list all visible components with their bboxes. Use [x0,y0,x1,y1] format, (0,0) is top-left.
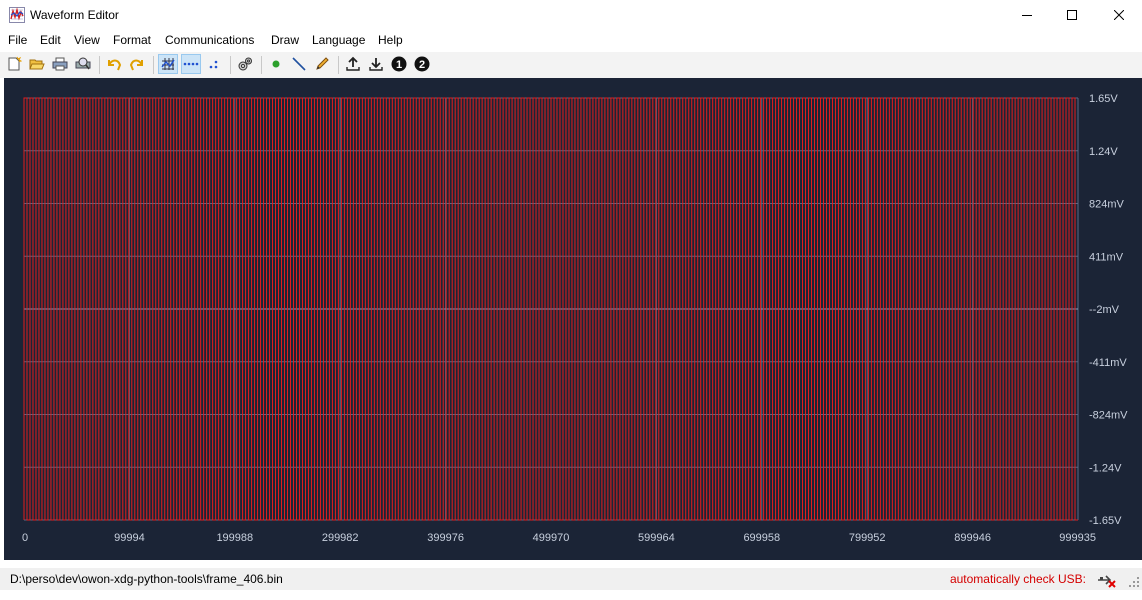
channel-2-icon: 2 [414,56,430,72]
channel-2-button[interactable]: 2 [412,54,432,74]
x-tick-label: 399976 [427,532,464,544]
y-tick-label: 824mV [1089,199,1125,211]
maximize-button[interactable] [1049,0,1095,30]
menu-communications[interactable]: Communications [165,33,255,47]
menu-format[interactable]: Format [113,33,152,47]
menu-view[interactable]: View [74,33,100,47]
waveform-series [23,97,1078,521]
x-tick-label: 699958 [743,532,780,544]
waveform-chart[interactable]: 1.65V 1.24V 824mV 411mV --2mV -411mV -824mV -1.… [4,78,1142,560]
redo-button[interactable] [127,54,147,74]
undo-button[interactable] [104,54,124,74]
grid-icon [161,58,175,70]
usb-check-label: automatically check USB: [949,572,1086,586]
y-tick-label: -1.65V [1089,515,1122,527]
x-tick-label: 0 [22,532,28,544]
channel-2-label: 2 [419,59,425,71]
y-tick-label: -1.24V [1089,462,1122,474]
channel-1-icon: 1 [391,56,407,72]
menu-bar: File Edit View Format Communications Dra… [0,30,1142,52]
menu-language[interactable]: Language [312,33,366,47]
dots-line-icon [183,62,199,66]
x-tick-label: 999935 [1059,532,1096,544]
menu-help[interactable]: Help [378,33,403,47]
grid-toggle[interactable] [158,54,178,74]
settings-button[interactable] [235,54,255,74]
window-title: Waveform Editor [30,8,119,22]
open-button[interactable] [27,54,47,74]
channel-1-label: 1 [396,59,402,71]
y-tick-label: -411mV [1089,357,1127,369]
print-preview-button[interactable] [73,54,93,74]
resize-grip-icon[interactable] [1128,576,1140,588]
draw-point-button[interactable] [266,54,286,74]
close-icon [1114,10,1124,20]
print-icon [52,57,68,71]
y-tick-label: -824mV [1089,410,1128,422]
dots-line-toggle[interactable] [181,54,201,74]
file-path: D:\perso\dev\owon-xdg-python-tools\frame… [10,572,283,586]
upload-button[interactable] [343,54,363,74]
dots-icon [209,60,218,69]
y-tick-label: 1.65V [1089,93,1118,105]
title-bar: Waveform Editor [0,0,1142,30]
x-tick-label: 499970 [533,532,570,544]
draw-freehand-button[interactable] [312,54,332,74]
download-button[interactable] [366,54,386,74]
toolbar: 1 2 [0,52,1142,78]
settings-icon [238,57,252,71]
app-icon [9,7,25,23]
usb-disconnected-icon[interactable] [1096,572,1118,588]
x-tick-label: 799952 [849,532,886,544]
y-tick-label: 411mV [1089,251,1124,263]
y-tick-label: --2mV [1089,304,1120,316]
menu-edit[interactable]: Edit [40,33,61,47]
waveform-canvas[interactable]: 1.65V 1.24V 824mV 411mV --2mV -411mV -824mV -1.… [4,78,1142,560]
print-button[interactable] [50,54,70,74]
new-button[interactable] [4,54,24,74]
undo-icon [108,59,122,71]
download-icon [369,58,383,71]
x-tick-label: 99994 [114,532,145,544]
x-tick-label: 599964 [638,532,675,544]
new-icon [8,56,22,71]
x-tick-label: 899946 [954,532,991,544]
draw-line-button[interactable] [289,54,309,74]
menu-draw[interactable]: Draw [271,33,300,47]
channel-1-button[interactable]: 1 [389,54,409,74]
minimize-button[interactable] [1004,0,1050,30]
minimize-icon [1022,15,1032,16]
point-icon [272,60,280,68]
pencil-icon [316,57,329,70]
x-tick-label: 299982 [322,532,359,544]
line-icon [292,57,306,71]
maximize-icon [1067,10,1077,20]
menu-file[interactable]: File [8,33,28,47]
upload-icon [346,56,360,71]
y-tick-label: 1.24V [1089,146,1118,158]
dots-toggle[interactable] [204,54,224,74]
status-bar: D:\perso\dev\owon-xdg-python-tools\frame… [0,568,1142,590]
close-button[interactable] [1096,0,1142,30]
x-tick-label: 199988 [216,532,253,544]
print-preview-icon [75,57,91,70]
open-icon [29,59,45,70]
redo-icon [129,59,143,71]
